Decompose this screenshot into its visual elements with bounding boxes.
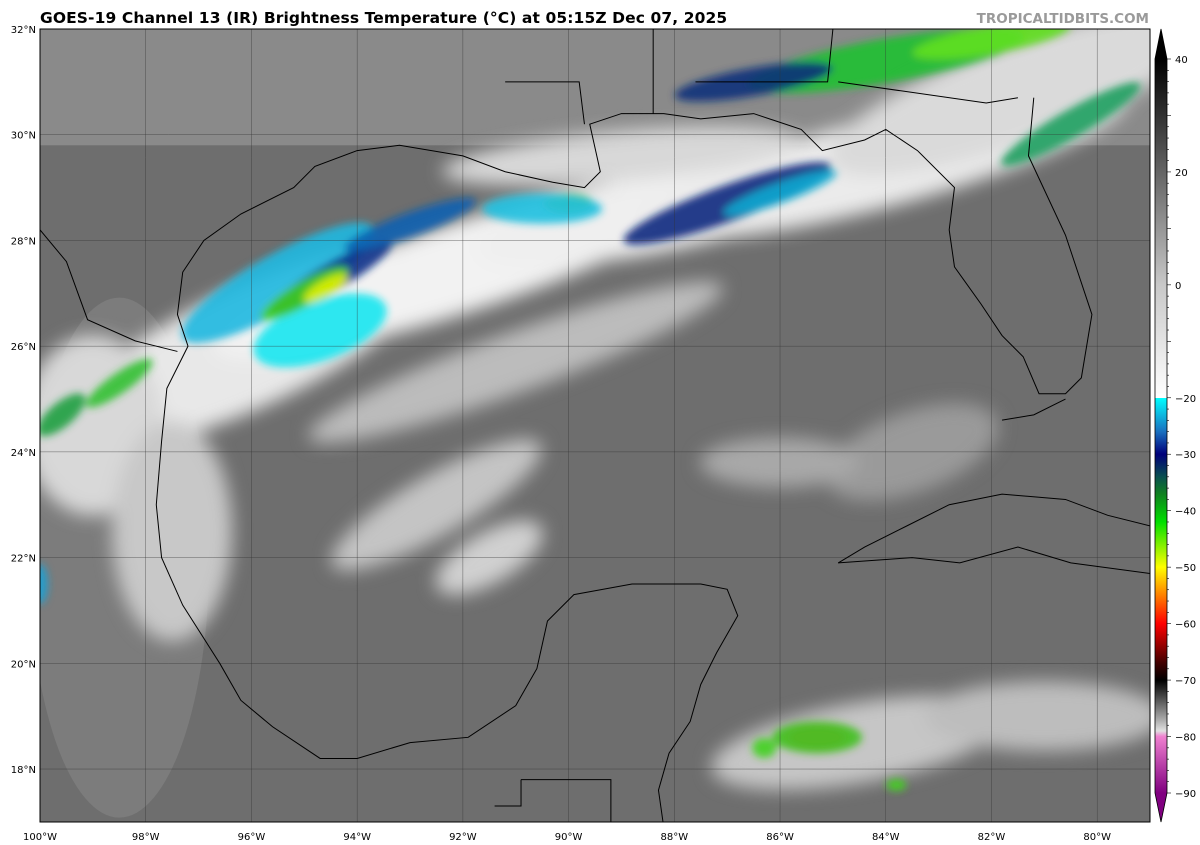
longitude-label: 94°W <box>343 832 371 843</box>
latitude-label: 32°N <box>11 25 36 36</box>
coastline <box>695 29 834 83</box>
coastline <box>40 229 178 352</box>
colorbar-tick-label: −30 <box>1175 450 1196 461</box>
colorbar-tick-label: −80 <box>1175 733 1196 744</box>
coastline <box>838 81 1018 104</box>
colorbar-tick-label: −90 <box>1175 789 1196 800</box>
colorbar-tick-label: −40 <box>1175 507 1196 518</box>
latitude-label: 18°N <box>11 765 36 776</box>
colorbar: 40 20 0 −20 −30 −40 −50 −60 −70 −80 −90 <box>1154 28 1196 823</box>
latitude-label: 28°N <box>11 236 36 247</box>
longitude-label: 82°W <box>978 832 1006 843</box>
longitude-label: 90°W <box>555 832 583 843</box>
map-frame <box>39 28 1151 823</box>
longitude-label: 100°W <box>23 832 57 843</box>
coastline <box>521 779 612 822</box>
coastline <box>838 546 1150 574</box>
longitude-label: 80°W <box>1083 832 1111 843</box>
coastline <box>837 493 1150 564</box>
latitude-label: 26°N <box>11 342 36 353</box>
colorbar-tick-label: −20 <box>1175 394 1196 405</box>
longitude-label: 92°W <box>449 832 477 843</box>
colorbar-scale <box>1155 59 1167 793</box>
coastline <box>1001 398 1066 421</box>
longitude-label: 88°W <box>661 832 689 843</box>
colorbar-tick-label: 0 <box>1175 281 1181 292</box>
longitude-label: 98°W <box>132 832 160 843</box>
colorbar-top-arrow <box>1155 29 1167 59</box>
colorbar-tick-label: 20 <box>1175 168 1188 179</box>
brand-watermark: TROPICALTIDBITS.COM <box>976 11 1149 27</box>
colorbar-bottom-arrow <box>1155 793 1167 822</box>
colorbar-tick-label: 40 <box>1175 55 1188 66</box>
longitude-label: 86°W <box>766 832 794 843</box>
latitude-label: 22°N <box>11 554 36 565</box>
coastline <box>494 779 522 807</box>
longitude-label: 84°W <box>872 832 900 843</box>
latitude-label: 30°N <box>11 131 36 142</box>
coastline <box>505 81 585 125</box>
map-title: GOES-19 Channel 13 (IR) Brightness Tempe… <box>40 9 728 27</box>
colorbar-tick-label: −60 <box>1175 620 1196 631</box>
coastline <box>155 97 1093 822</box>
latitude-label: 20°N <box>11 659 36 670</box>
colorbar-tick-label: −50 <box>1175 563 1196 574</box>
latitude-label: 24°N <box>11 448 36 459</box>
longitude-label: 96°W <box>238 832 266 843</box>
map-imagery <box>40 29 1150 822</box>
colorbar-tick-label: −70 <box>1175 676 1196 687</box>
